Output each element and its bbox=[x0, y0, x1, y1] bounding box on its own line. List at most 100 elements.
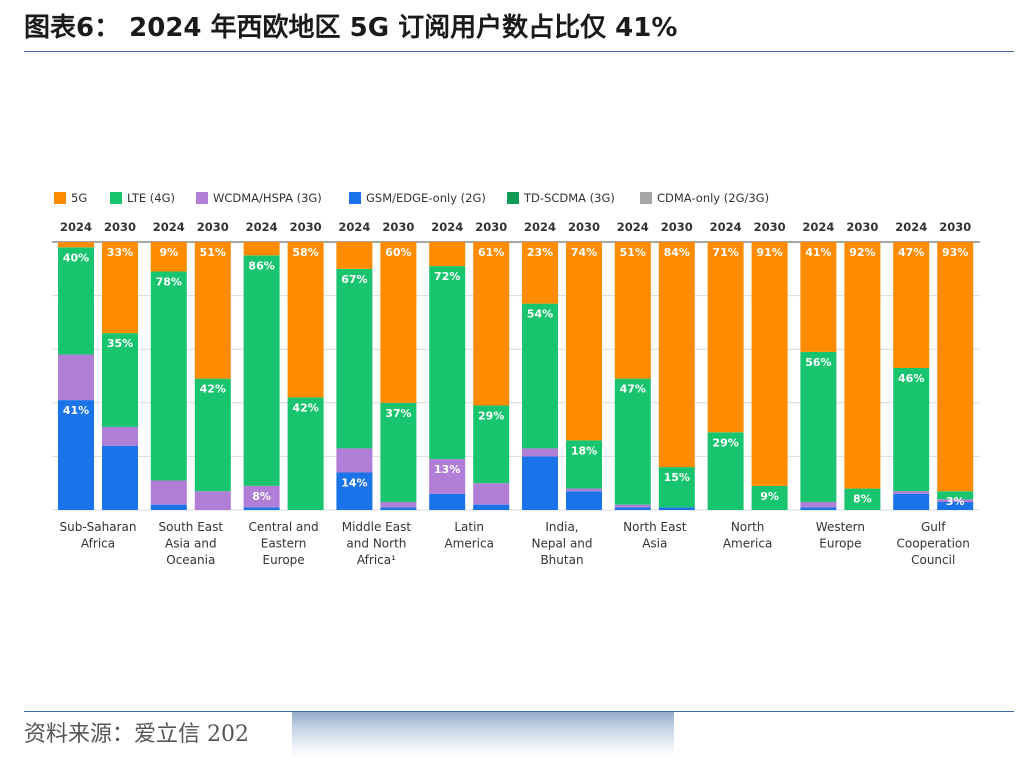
bar-segment-lte bbox=[800, 351, 837, 502]
bar-segment-gsm bbox=[522, 456, 558, 510]
region-label: South East bbox=[159, 520, 224, 534]
bar-segment-lte bbox=[707, 432, 744, 510]
bar-segment-gsm bbox=[380, 507, 417, 510]
bar-segment-wcdma bbox=[800, 501, 837, 508]
bar-segment-gsm bbox=[336, 472, 373, 510]
bar-segment-lte bbox=[380, 402, 417, 502]
region-label: Council bbox=[911, 553, 955, 567]
bar-segment-5g bbox=[194, 242, 231, 379]
data-label: 18% bbox=[571, 444, 597, 457]
bar-segment-lte bbox=[58, 247, 94, 355]
data-label: 42% bbox=[200, 383, 226, 396]
bar-segment-5g bbox=[751, 242, 788, 486]
bar-segment-5g bbox=[473, 242, 510, 406]
bar-segment-lte bbox=[429, 266, 466, 460]
bar-segment-gsm bbox=[658, 507, 695, 510]
region-label: Africa¹ bbox=[357, 553, 396, 567]
bar-segment-5g bbox=[102, 242, 138, 334]
year-label: 2024 bbox=[431, 220, 463, 234]
footer-divider bbox=[24, 711, 1014, 712]
region-label: America bbox=[444, 537, 494, 551]
bar-segment-gsm bbox=[893, 493, 930, 510]
data-label: 35% bbox=[107, 337, 133, 350]
bar-segment-wcdma bbox=[566, 488, 602, 492]
legend-label-lte: LTE (4G) bbox=[127, 191, 175, 205]
year-label: 2030 bbox=[754, 220, 786, 234]
region-label: Nepal and bbox=[531, 537, 592, 551]
legend-label-tdscdma: TD-SCDMA (3G) bbox=[523, 191, 615, 205]
bar-segment-wcdma bbox=[429, 459, 466, 494]
page-title: 图表6： 2024 年西欧地区 5G 订阅用户数占比仅 41% bbox=[24, 13, 678, 43]
bar-segment-5g bbox=[336, 242, 373, 269]
data-label: 46% bbox=[898, 372, 924, 385]
bar-segment-lte bbox=[336, 268, 373, 449]
bar-segment-gsm bbox=[150, 504, 187, 510]
bar-segment-5g bbox=[150, 242, 187, 272]
bar-segment-lte bbox=[893, 367, 930, 492]
legend-swatch-cdma bbox=[640, 192, 652, 204]
region-label: Central and bbox=[249, 520, 319, 534]
data-label: 72% bbox=[434, 270, 460, 283]
bar-segment-gsm bbox=[243, 507, 280, 510]
bar-segment-lte bbox=[614, 378, 651, 505]
bar-segment-wcdma bbox=[522, 448, 558, 457]
region-label: Asia bbox=[642, 537, 667, 551]
bar-segment-wcdma bbox=[102, 426, 138, 446]
legend-swatch-wcdma bbox=[196, 192, 208, 204]
data-label: 40% bbox=[63, 251, 89, 264]
year-label: 2030 bbox=[939, 220, 971, 234]
bar-segment-gsm bbox=[58, 400, 94, 510]
region-label: Oceania bbox=[166, 553, 215, 567]
data-label: 60% bbox=[385, 246, 411, 259]
data-label: 91% bbox=[756, 246, 782, 259]
year-label: 2024 bbox=[338, 220, 370, 234]
bar-segment-gsm bbox=[800, 507, 837, 510]
legend-label-5g: 5G bbox=[71, 191, 87, 205]
year-label: 2024 bbox=[153, 220, 185, 234]
data-label: 84% bbox=[664, 246, 690, 259]
year-label: 2024 bbox=[710, 220, 742, 234]
data-label: 58% bbox=[292, 246, 318, 259]
data-label: 41% bbox=[805, 246, 831, 259]
data-label: 67% bbox=[341, 273, 367, 286]
bar-segment-lte bbox=[751, 485, 788, 510]
bar-segment-5g bbox=[658, 242, 695, 468]
region-label: Sub-Saharan bbox=[60, 520, 137, 534]
data-label: 51% bbox=[620, 246, 646, 259]
data-label: 41% bbox=[63, 404, 89, 417]
bar-segment-wcdma bbox=[937, 499, 974, 502]
year-label: 2030 bbox=[846, 220, 878, 234]
data-label: 8% bbox=[252, 490, 271, 503]
data-label: 74% bbox=[571, 246, 597, 259]
bar-segment-lte bbox=[658, 467, 695, 508]
bar-segment-gsm bbox=[473, 504, 510, 510]
data-label: 78% bbox=[156, 275, 182, 288]
year-label: 2030 bbox=[661, 220, 693, 234]
bar-segment-5g bbox=[429, 242, 466, 267]
data-label: 71% bbox=[712, 246, 738, 259]
data-label: 92% bbox=[849, 246, 875, 259]
bar-segment-lte bbox=[566, 440, 602, 489]
region-label: Africa bbox=[81, 537, 115, 551]
data-label: 51% bbox=[200, 246, 226, 259]
bar-segment-wcdma bbox=[893, 491, 930, 494]
bar-segment-lte bbox=[243, 255, 280, 486]
data-label: 61% bbox=[478, 246, 504, 259]
bar-segment-5g bbox=[707, 242, 744, 433]
bar-segment-lte bbox=[473, 405, 510, 484]
year-label: 2030 bbox=[290, 220, 322, 234]
redaction-overlay bbox=[292, 712, 674, 758]
legend-label-cdma: CDMA-only (2G/3G) bbox=[657, 191, 769, 205]
legend-swatch-5g bbox=[54, 192, 66, 204]
data-label: 86% bbox=[248, 259, 274, 272]
bar-segment-gsm bbox=[937, 501, 974, 510]
bar-segment-lte bbox=[937, 491, 974, 500]
region-label: Europe bbox=[262, 553, 304, 567]
region-label: India, bbox=[545, 520, 578, 534]
bar-segment-wcdma bbox=[243, 485, 280, 508]
data-label: 42% bbox=[292, 401, 318, 414]
bar-segment-5g bbox=[893, 242, 930, 368]
data-label: 13% bbox=[434, 463, 460, 476]
